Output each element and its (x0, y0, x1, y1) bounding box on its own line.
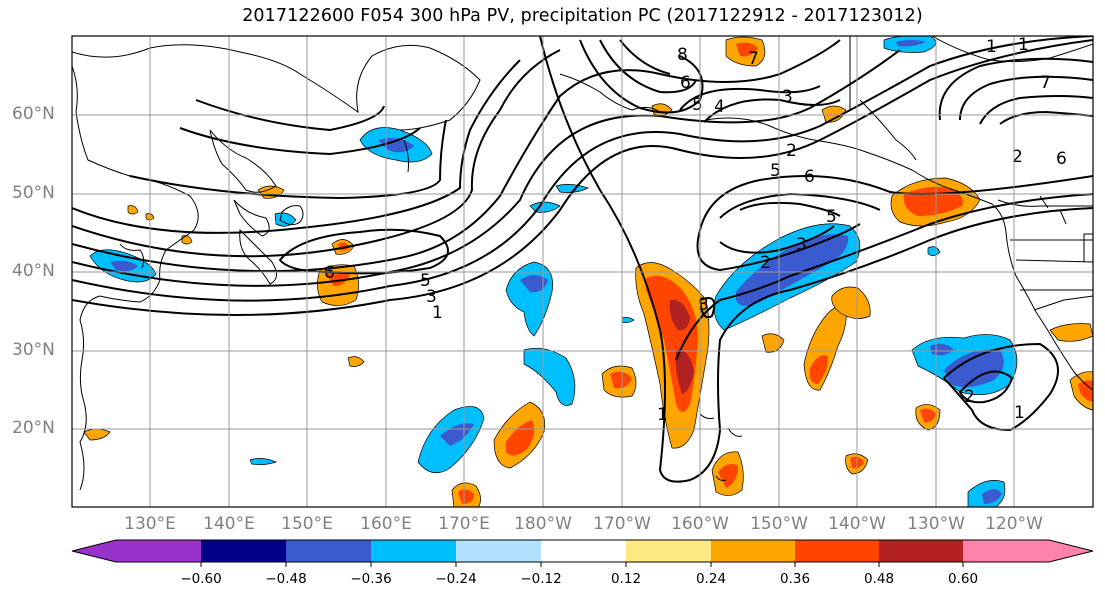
lat-label-30n: 30°N (12, 340, 55, 360)
map-frame (71, 35, 1094, 508)
pv-label: 5 (692, 95, 703, 115)
lat-label-40n: 40°N (12, 261, 55, 281)
gridlines (72, 36, 1093, 507)
pv-label: 1 (986, 37, 997, 57)
lon-label: 170°W (593, 514, 651, 534)
lon-label: 140°E (203, 514, 255, 534)
colorbar-tick-label: 0.12 (610, 571, 642, 587)
pv-label: 1 (1018, 35, 1029, 55)
pv-contour-labels: 8 6 5 4 3 2 1 1 6 5 3 1 7 7 2 6 5 6 2 3 … (324, 35, 1067, 425)
pv-label: 5 (770, 161, 781, 181)
pv-label: 6 (680, 73, 691, 93)
pv-label: 6 (804, 167, 815, 187)
colorbar-extend-high (963, 540, 1093, 562)
lon-label: 160°E (360, 514, 412, 534)
pv-label: 4 (714, 97, 725, 117)
lon-label: 180°W (514, 514, 572, 534)
lon-label: 130°E (124, 514, 176, 534)
pv-label: 8 (677, 45, 688, 65)
pv-label: 3 (796, 235, 807, 255)
lon-label: 150°E (281, 514, 333, 534)
pv-label: 6 (1056, 149, 1067, 169)
lat-label-50n: 50°N (12, 183, 55, 203)
lon-label: 130°W (907, 514, 965, 534)
lat-label-20n: 20°N (12, 418, 55, 438)
pv-label: 5 (826, 207, 837, 227)
lon-label: 120°W (985, 514, 1043, 534)
colorbar-tick-label: 0.36 (779, 571, 811, 587)
lon-label: 160°W (671, 514, 729, 534)
lon-label: 150°W (750, 514, 808, 534)
pv-label: 2 (760, 253, 771, 273)
lat-label-60n: 60°N (12, 104, 55, 124)
pv-label: 7 (748, 49, 759, 69)
lon-label: 170°E (438, 514, 490, 534)
pv-label: 3 (426, 287, 437, 307)
colorbar (71, 539, 1094, 567)
map-title: 2017122600 F054 300 hPa PV, precipitatio… (242, 6, 923, 26)
colorbar-tick-label: −0.36 (350, 571, 392, 587)
colorbar-tick-label: 0.60 (947, 571, 979, 587)
pv-label: 5 (420, 271, 431, 291)
colorbar-tick-label: 0.24 (695, 571, 727, 587)
colorbar-extend-low (72, 540, 201, 562)
pv-label: 1 (657, 405, 668, 425)
colorbar-tick-label: −0.48 (265, 571, 307, 587)
colorbar-tick-label: −0.60 (180, 571, 222, 587)
pv-contours (72, 36, 1093, 483)
colorbar-tick-label: −0.12 (520, 571, 562, 587)
lon-label: 140°W (828, 514, 886, 534)
colorbar-tick-label: 0.48 (863, 571, 895, 587)
pv-label: 2 (1012, 147, 1023, 167)
pv-label: 1 (1014, 403, 1025, 423)
pv-label: 3 (698, 295, 709, 315)
pv-label: 2 (964, 387, 975, 407)
pv-label: 7 (1040, 73, 1051, 93)
colorbar-tick-label: −0.24 (435, 571, 477, 587)
pv-label: 2 (786, 141, 797, 161)
pv-label: 1 (432, 303, 443, 323)
pv-label: 3 (782, 87, 793, 107)
pv-label: 6 (324, 263, 335, 283)
